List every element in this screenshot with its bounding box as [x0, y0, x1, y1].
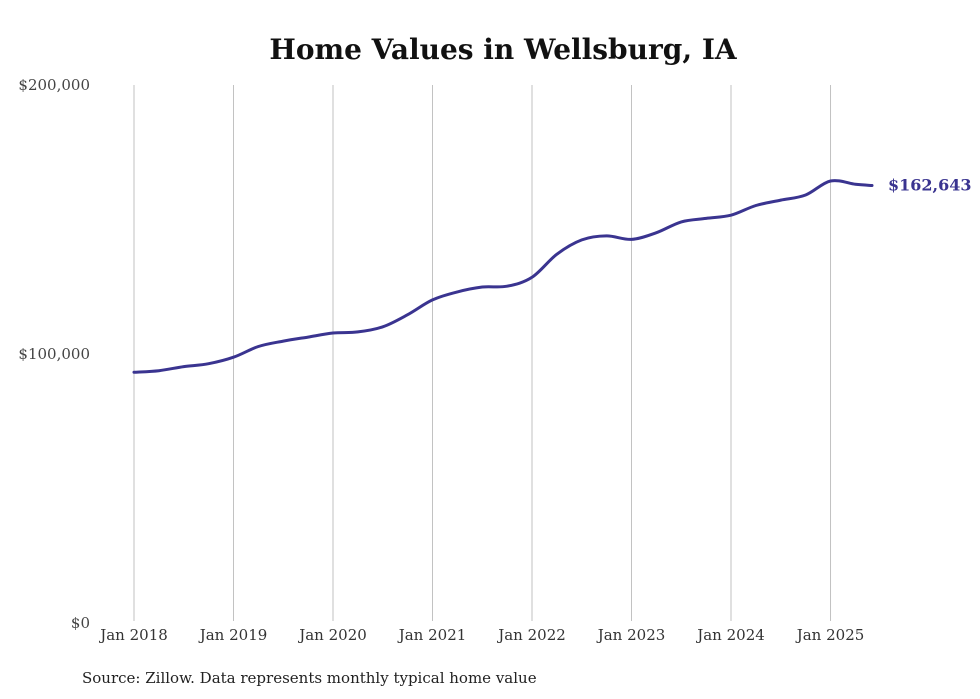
- x-tick-label: Jan 2020: [297, 626, 367, 644]
- y-axis-tick-labels: $0 $100,000 $200,000: [18, 76, 90, 632]
- data-point: [729, 213, 733, 217]
- home-value-series-line: [132, 179, 874, 374]
- x-tick-label: Jan 2022: [496, 626, 566, 644]
- x-tick-label: Jan 2024: [695, 626, 765, 644]
- chart-title: Home Values in Wellsburg, IA: [269, 33, 738, 66]
- data-point: [754, 204, 758, 207]
- data-point: [829, 179, 832, 183]
- data-point: [331, 331, 335, 335]
- x-tick-label: Jan 2019: [198, 626, 268, 644]
- data-point: [555, 253, 559, 256]
- latest-value-label: $162,643: [888, 176, 972, 195]
- data-point: [381, 325, 384, 329]
- data-point: [132, 371, 136, 374]
- data-point: [655, 231, 658, 234]
- data-point: [680, 220, 683, 224]
- data-point: [530, 276, 534, 279]
- data-point: [605, 234, 608, 238]
- data-point: [232, 356, 235, 359]
- data-point: [431, 298, 434, 302]
- data-point: [481, 285, 484, 289]
- y-tick-label: $0: [71, 614, 90, 632]
- data-point: [356, 330, 360, 334]
- data-point: [306, 335, 310, 339]
- data-point: [870, 184, 874, 187]
- data-point: [630, 238, 633, 241]
- data-point: [505, 285, 509, 288]
- data-point: [207, 362, 210, 365]
- data-point: [854, 183, 857, 186]
- data-point: [257, 345, 260, 348]
- data-point: [580, 238, 583, 242]
- data-point: [779, 198, 782, 202]
- x-tick-label: Jan 2021: [397, 626, 467, 644]
- data-point: [182, 365, 185, 368]
- y-tick-label: $100,000: [18, 345, 90, 363]
- y-tick-label: $200,000: [18, 76, 90, 94]
- data-point: [157, 369, 161, 372]
- x-tick-label: Jan 2018: [98, 626, 168, 644]
- data-point: [804, 193, 807, 197]
- series-data-points: [132, 179, 874, 374]
- x-tick-label: Jan 2023: [596, 626, 666, 644]
- vertical-gridlines: [133, 85, 832, 621]
- x-tick-label: Jan 2025: [795, 626, 865, 644]
- source-note: Source: Zillow. Data represents monthly …: [82, 669, 537, 687]
- data-point: [456, 290, 459, 294]
- data-point: [282, 339, 285, 343]
- data-point: [406, 313, 409, 316]
- data-point: [704, 217, 708, 220]
- x-axis-tick-labels: Jan 2018 Jan 2019 Jan 2020 Jan 2021 Jan 2022…: [98, 626, 864, 644]
